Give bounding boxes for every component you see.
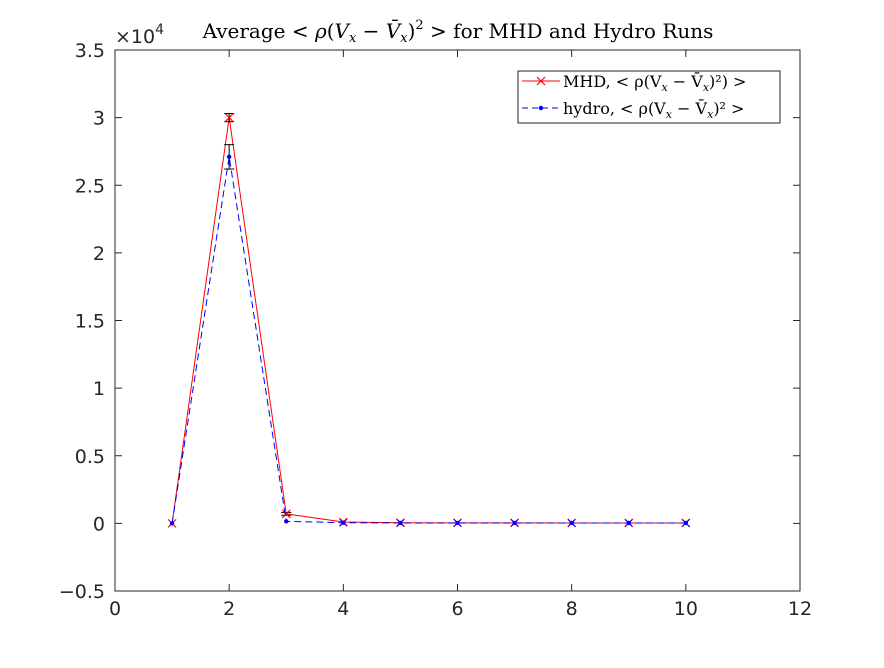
y-tick-label: 2.5 (75, 175, 105, 197)
x-tick-label: 12 (788, 598, 812, 620)
legend-box (517, 70, 781, 124)
y-tick-label: 3.5 (75, 40, 105, 62)
x-tick-label: 6 (451, 598, 463, 620)
series-line (171, 156, 686, 524)
y-tick-label: 2 (93, 243, 105, 265)
x-tick-label: 0 (109, 598, 121, 620)
y-axis-multiplier: ×104 (115, 22, 164, 48)
data-point-marker-overlay (396, 519, 405, 527)
series-layer (167, 113, 691, 528)
x-tick-label: 8 (566, 598, 578, 620)
x-axis: 0 2 4 6 8 10 12 (109, 50, 812, 620)
data-point-marker-overlay (624, 519, 633, 527)
legend-label-hydro: hydro, < ρ(Vx − V̄x)² > (563, 97, 744, 121)
data-point-marker-overlay (339, 518, 348, 527)
legend-item-hydro: hydro, < ρ(Vx − V̄x)² > (522, 97, 744, 121)
y-tick-label: 3 (93, 108, 105, 130)
data-point-marker-overlay (510, 519, 519, 527)
data-point-marker (281, 509, 291, 519)
data-point-marker (224, 113, 234, 123)
y-tick-label: −0.5 (59, 581, 105, 603)
x-tick-label: 4 (337, 598, 349, 620)
y-tick-label: 1.5 (75, 311, 105, 333)
data-point-marker-overlay (681, 519, 690, 527)
data-point-marker (226, 154, 232, 160)
data-point-marker (284, 519, 289, 524)
data-point-marker-overlay (567, 519, 576, 527)
legend-label-mhd: MHD, < ρ(Vx − V̄x)²) > (563, 70, 746, 94)
legend: MHD, < ρ(Vx − V̄x)²) > hydro, < ρ(Vx − V… (517, 70, 781, 124)
x-tick-label: 2 (223, 598, 235, 620)
legend-item-mhd: MHD, < ρ(Vx − V̄x)²) > (522, 70, 746, 94)
y-tick-label: 1 (93, 378, 105, 400)
chart-title: Average < ρ(Vx − V̄x)2 > for MHD and Hyd… (202, 18, 714, 46)
y-axis: −0.5 0 0.5 1 1.5 2 2.5 3 3.5 (59, 40, 800, 603)
y-tick-label: 0 (93, 513, 105, 535)
data-point-marker-overlay (453, 519, 462, 527)
data-point-marker (169, 521, 175, 526)
x-tick-label: 10 (674, 598, 698, 620)
y-tick-label: 0.5 (75, 446, 105, 468)
